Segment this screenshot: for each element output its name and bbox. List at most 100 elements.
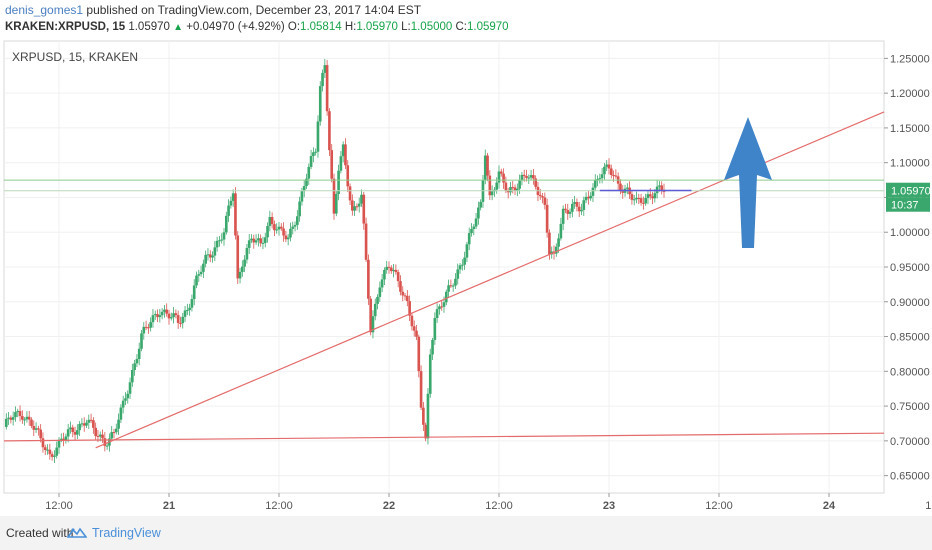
candle-body [112,432,116,434]
candle-body [323,65,327,73]
candle-body [231,193,235,201]
candle-body [238,271,242,279]
candle-body [371,316,375,333]
candle-body [197,274,201,276]
candle-body [43,447,47,451]
candle-body [644,198,647,204]
candle-body [124,398,127,401]
candle-body [380,279,384,288]
candle-body [117,419,120,429]
candle-body [548,232,551,255]
candle-body [135,358,139,364]
published-text: published on TradingView.com, December 2… [83,3,422,17]
candle-body [163,309,166,312]
candle-body [318,86,322,122]
candle-body [218,240,221,242]
candle-body [341,144,345,157]
candle-body [321,72,324,87]
candle-body [279,226,283,229]
candle-body [188,307,191,311]
candle-body [598,178,602,180]
candle-body [227,205,230,216]
candle-body [119,407,123,420]
candle-body [575,202,579,207]
candle-body [339,156,343,171]
candle-body [502,173,505,183]
candle-body [431,339,434,355]
x-tick-label: 24 [823,500,836,512]
price-label-text: 1.05970 [891,186,931,198]
candle-body [442,302,446,307]
candle-body [518,180,521,189]
candle-body [307,166,311,179]
x-tick-label: 12:00 [265,500,293,512]
candle-body [144,326,148,328]
candle-body [282,228,285,236]
candle-body [474,218,478,227]
candle-body [396,272,400,282]
candle-body [646,194,650,199]
candle-body [103,438,107,446]
candle-body [149,322,152,328]
candle-body [435,309,439,319]
y-tick-label: 1.20000 [890,88,930,100]
candle-body [252,238,256,243]
candle-body [25,416,29,420]
candle-body [632,199,636,201]
candle-body [176,315,180,323]
candle-body [609,168,613,175]
candle-body [461,264,464,266]
price-chart[interactable]: 1.250001.200001.150001.100001.050001.000… [0,40,932,514]
candle-body [50,454,54,457]
candle-body [470,229,473,234]
candle-body [522,174,526,176]
candle-body [18,410,22,417]
candle-body [566,210,570,214]
candle-body [4,418,8,427]
candle-body [557,238,560,247]
candle-body [351,200,354,211]
candle-body [472,226,476,230]
price-change: +0.04970 (+4.92%) [186,21,285,33]
candle-body [222,232,226,240]
candle-body [92,420,95,428]
candle-body [642,202,645,204]
price-label: 1.05970 [886,182,931,198]
author-link[interactable]: denis_gomes1 [5,3,84,17]
candle-body [298,201,301,217]
candle-body [513,187,517,191]
candle-body [305,178,308,187]
footer: Created with TradingView [0,516,932,550]
candle-body [66,429,70,437]
candle-body [506,190,510,193]
candle-body [603,166,606,175]
candle-body [215,240,219,248]
candle-body [554,246,558,254]
candle-body [529,175,533,178]
candle-body [39,429,42,439]
candle-body [403,295,407,297]
candle-body [131,370,134,383]
candle-body [630,194,634,200]
candle-body [300,191,304,202]
countdown-bg [886,197,930,212]
candle-body [593,180,597,188]
candle-body [309,155,313,167]
candle-body [486,155,489,176]
y-tick-label: 1.15000 [890,123,930,135]
candle-body [160,311,164,316]
open-label: O: [287,21,301,33]
candle-body [142,326,146,334]
candle-body [273,224,276,231]
candle-body [114,428,118,433]
high-label: H: [344,21,357,33]
candle-body [543,197,547,205]
candle-body [527,177,531,179]
candle-body [76,430,79,435]
candle-body [186,310,189,312]
annotations [3,111,885,449]
candle-body [128,382,132,394]
candle-body [369,298,372,333]
tradingview-link[interactable]: TradingView [92,526,161,540]
candles [4,59,666,463]
